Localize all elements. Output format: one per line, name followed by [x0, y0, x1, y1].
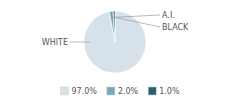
pie-slice [113, 11, 115, 42]
legend-swatch [148, 87, 156, 95]
legend-label: 1.0% [159, 87, 180, 96]
leader-line [114, 17, 160, 27]
legend: 97.0% 2.0% 1.0% [60, 87, 179, 96]
legend-item: 1.0% [148, 87, 180, 96]
leader-line [112, 15, 160, 17]
legend-swatch [60, 87, 68, 95]
annotations: WHITE A.I. BLACK [42, 11, 189, 47]
pie [84, 11, 146, 73]
legend-item: 2.0% [107, 87, 139, 96]
legend-label: 2.0% [118, 87, 139, 96]
pie-slice [84, 11, 146, 73]
leader-line [70, 42, 90, 43]
annotation: WHITE [42, 38, 68, 47]
legend-swatch [107, 87, 115, 95]
legend-label: 97.0% [71, 87, 97, 96]
legend-item: 97.0% [60, 87, 97, 96]
chart: WHITE A.I. BLACK 97.0% 2.0% 1.0% [0, 0, 240, 100]
annotation: BLACK [162, 23, 189, 32]
pie-slice [109, 11, 115, 42]
annotation: A.I. [162, 11, 175, 20]
